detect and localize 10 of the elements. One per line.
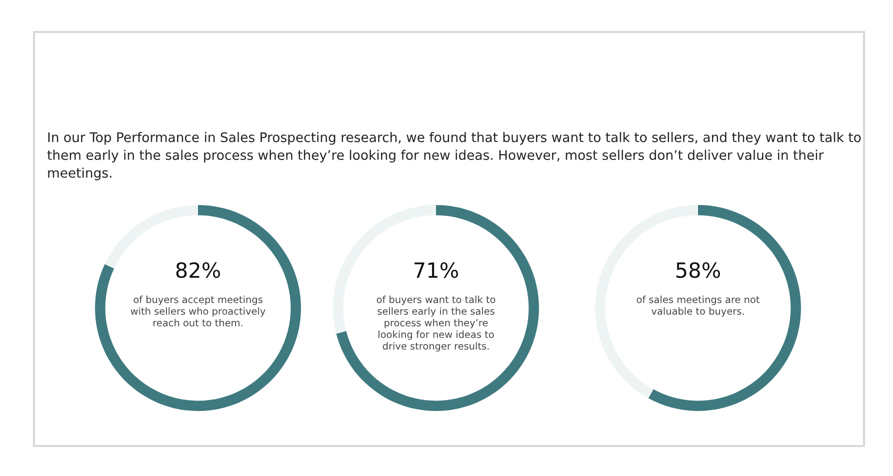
text: In our Top Performance in Sales Prospecting research, we found that buyers want to talk to sellers, and they want to talk to them early in the sales process when they’re looking for new ideas. However, most sellers don’t deliver value in their meetings. xyxy=(47,132,861,180)
text: of sales meetings are not valuable to buyers. xyxy=(636,296,760,317)
text: 71% xyxy=(414,262,458,278)
text: of buyers accept meetings with sellers who proactively reach out to them. xyxy=(130,296,266,326)
text: of buyers want to talk to sellers early in the sales process when they’re looking for new ideas to drive stronger results. xyxy=(376,296,496,352)
donut-slice xyxy=(95,205,301,411)
text: 58% xyxy=(676,262,720,278)
text: 82% xyxy=(176,262,220,278)
donut-slice xyxy=(648,205,801,411)
donut-slice xyxy=(336,205,539,411)
